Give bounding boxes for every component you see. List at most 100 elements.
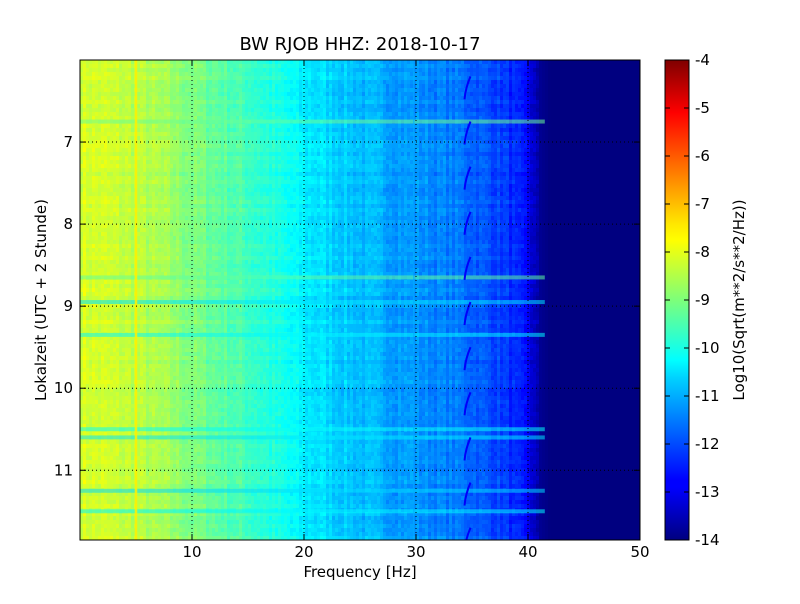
spectrogram-cell	[86, 84, 90, 89]
spectrogram-cell	[569, 80, 573, 85]
spectrogram-cell	[185, 72, 189, 77]
spectrogram-cell	[122, 136, 126, 141]
spectrogram-cell	[167, 88, 171, 93]
spectrogram-cell	[590, 100, 594, 105]
spectrogram-cell	[452, 136, 456, 141]
spectrogram-cell	[383, 72, 387, 77]
spectrogram-cell	[488, 128, 492, 133]
spectrogram-cell	[404, 140, 408, 145]
spectrogram-cell	[296, 76, 300, 81]
spectrogram-cell	[245, 76, 249, 81]
spectrogram-cell	[581, 80, 585, 85]
spectrogram-cell	[140, 76, 144, 81]
spectrogram-cell	[596, 100, 600, 105]
spectrogram-cell	[188, 80, 192, 85]
spectrogram-cell	[611, 112, 615, 117]
spectrogram-cell	[470, 68, 474, 73]
spectrogram-cell	[617, 116, 621, 121]
spectrogram-cell	[344, 124, 348, 129]
spectrogram-cell	[263, 84, 267, 89]
spectrogram-cell	[530, 96, 534, 101]
spectrogram-cell	[455, 80, 459, 85]
spectrogram-cell	[533, 100, 537, 105]
spectrogram-cell	[485, 132, 489, 137]
spectrogram-cell	[299, 132, 303, 137]
spectrogram-cell	[542, 104, 546, 109]
spectrogram-cell	[593, 88, 597, 93]
spectrogram-cell	[155, 144, 159, 149]
spectrogram-cell	[389, 96, 393, 101]
spectrogram-cell	[524, 80, 528, 85]
spectrogram-cell	[224, 104, 228, 109]
spectrogram-cell	[143, 80, 147, 85]
spectrogram-cell	[164, 96, 168, 101]
spectrogram-cell	[257, 84, 261, 89]
spectrogram-cell	[113, 128, 117, 133]
spectrogram-cell	[524, 64, 528, 69]
spectrogram-cell	[620, 84, 624, 89]
spectrogram-cell	[638, 124, 640, 129]
spectrogram-cell	[221, 76, 225, 81]
spectrogram-cell	[344, 140, 348, 145]
spectrogram-cell	[578, 140, 582, 145]
spectrogram-cell	[185, 144, 189, 149]
spectrogram-cell	[623, 120, 627, 125]
spectrogram-cell	[215, 64, 219, 69]
spectrogram-cell	[179, 116, 183, 121]
spectrogram-cell	[113, 136, 117, 141]
spectrogram-cell	[197, 132, 201, 137]
spectrogram-cell	[416, 108, 420, 113]
spectrogram-cell	[395, 100, 399, 105]
spectrogram-cell	[317, 88, 321, 93]
spectrogram-cell	[209, 68, 213, 73]
spectrogram-cell	[113, 132, 117, 137]
spectrogram-cell	[116, 88, 120, 93]
spectrogram-cell	[359, 88, 363, 93]
spectrogram-cell	[80, 64, 84, 69]
spectrogram-cell	[497, 140, 501, 145]
spectrogram-cell	[458, 84, 462, 89]
spectrogram-cell	[107, 84, 111, 89]
spectrogram-cell	[434, 116, 438, 121]
spectrogram-cell	[356, 132, 360, 137]
spectrogram-cell	[149, 128, 153, 133]
spectrogram-cell	[467, 128, 471, 133]
spectrogram-cell	[170, 144, 174, 149]
spectrogram-cell	[104, 128, 108, 133]
spectrogram-cell	[266, 72, 270, 77]
spectrogram-cell	[509, 76, 513, 81]
spectrogram-cell	[206, 112, 210, 117]
spectrogram-cell	[428, 112, 432, 117]
spectrogram-cell	[200, 140, 204, 145]
spectrogram-cell	[377, 104, 381, 109]
spectrogram-cell	[617, 64, 621, 69]
spectrogram-cell	[272, 88, 276, 93]
spectrogram-cell	[95, 124, 99, 129]
spectrogram-cell	[578, 96, 582, 101]
spectrogram-cell	[278, 136, 282, 141]
spectrogram-cell	[107, 80, 111, 85]
spectrogram-cell	[599, 84, 603, 89]
spectrogram-cell	[602, 88, 606, 93]
spectrogram-cell	[260, 96, 264, 101]
spectrogram-cell	[146, 92, 150, 97]
spectrogram-cell	[584, 96, 588, 101]
spectrogram-cell	[383, 88, 387, 93]
spectrogram-cell	[158, 68, 162, 73]
spectrogram-cell	[569, 72, 573, 77]
spectrogram-cell	[569, 84, 573, 89]
spectrogram-cell	[143, 100, 147, 105]
spectrogram-cell	[434, 100, 438, 105]
spectrogram-cell	[548, 120, 552, 125]
spectrogram-cell	[278, 100, 282, 105]
spectrogram-cell	[260, 76, 264, 81]
spectrogram-cell	[398, 92, 402, 97]
spectrogram-cell	[587, 92, 591, 97]
spectrogram-cell	[335, 72, 339, 77]
spectrogram-cell	[317, 80, 321, 85]
spectrogram-cell	[629, 116, 633, 121]
spectrogram-cell	[482, 108, 486, 113]
spectrogram-cell	[596, 80, 600, 85]
spectrogram-cell	[182, 132, 186, 137]
spectrogram-cell	[104, 132, 108, 137]
